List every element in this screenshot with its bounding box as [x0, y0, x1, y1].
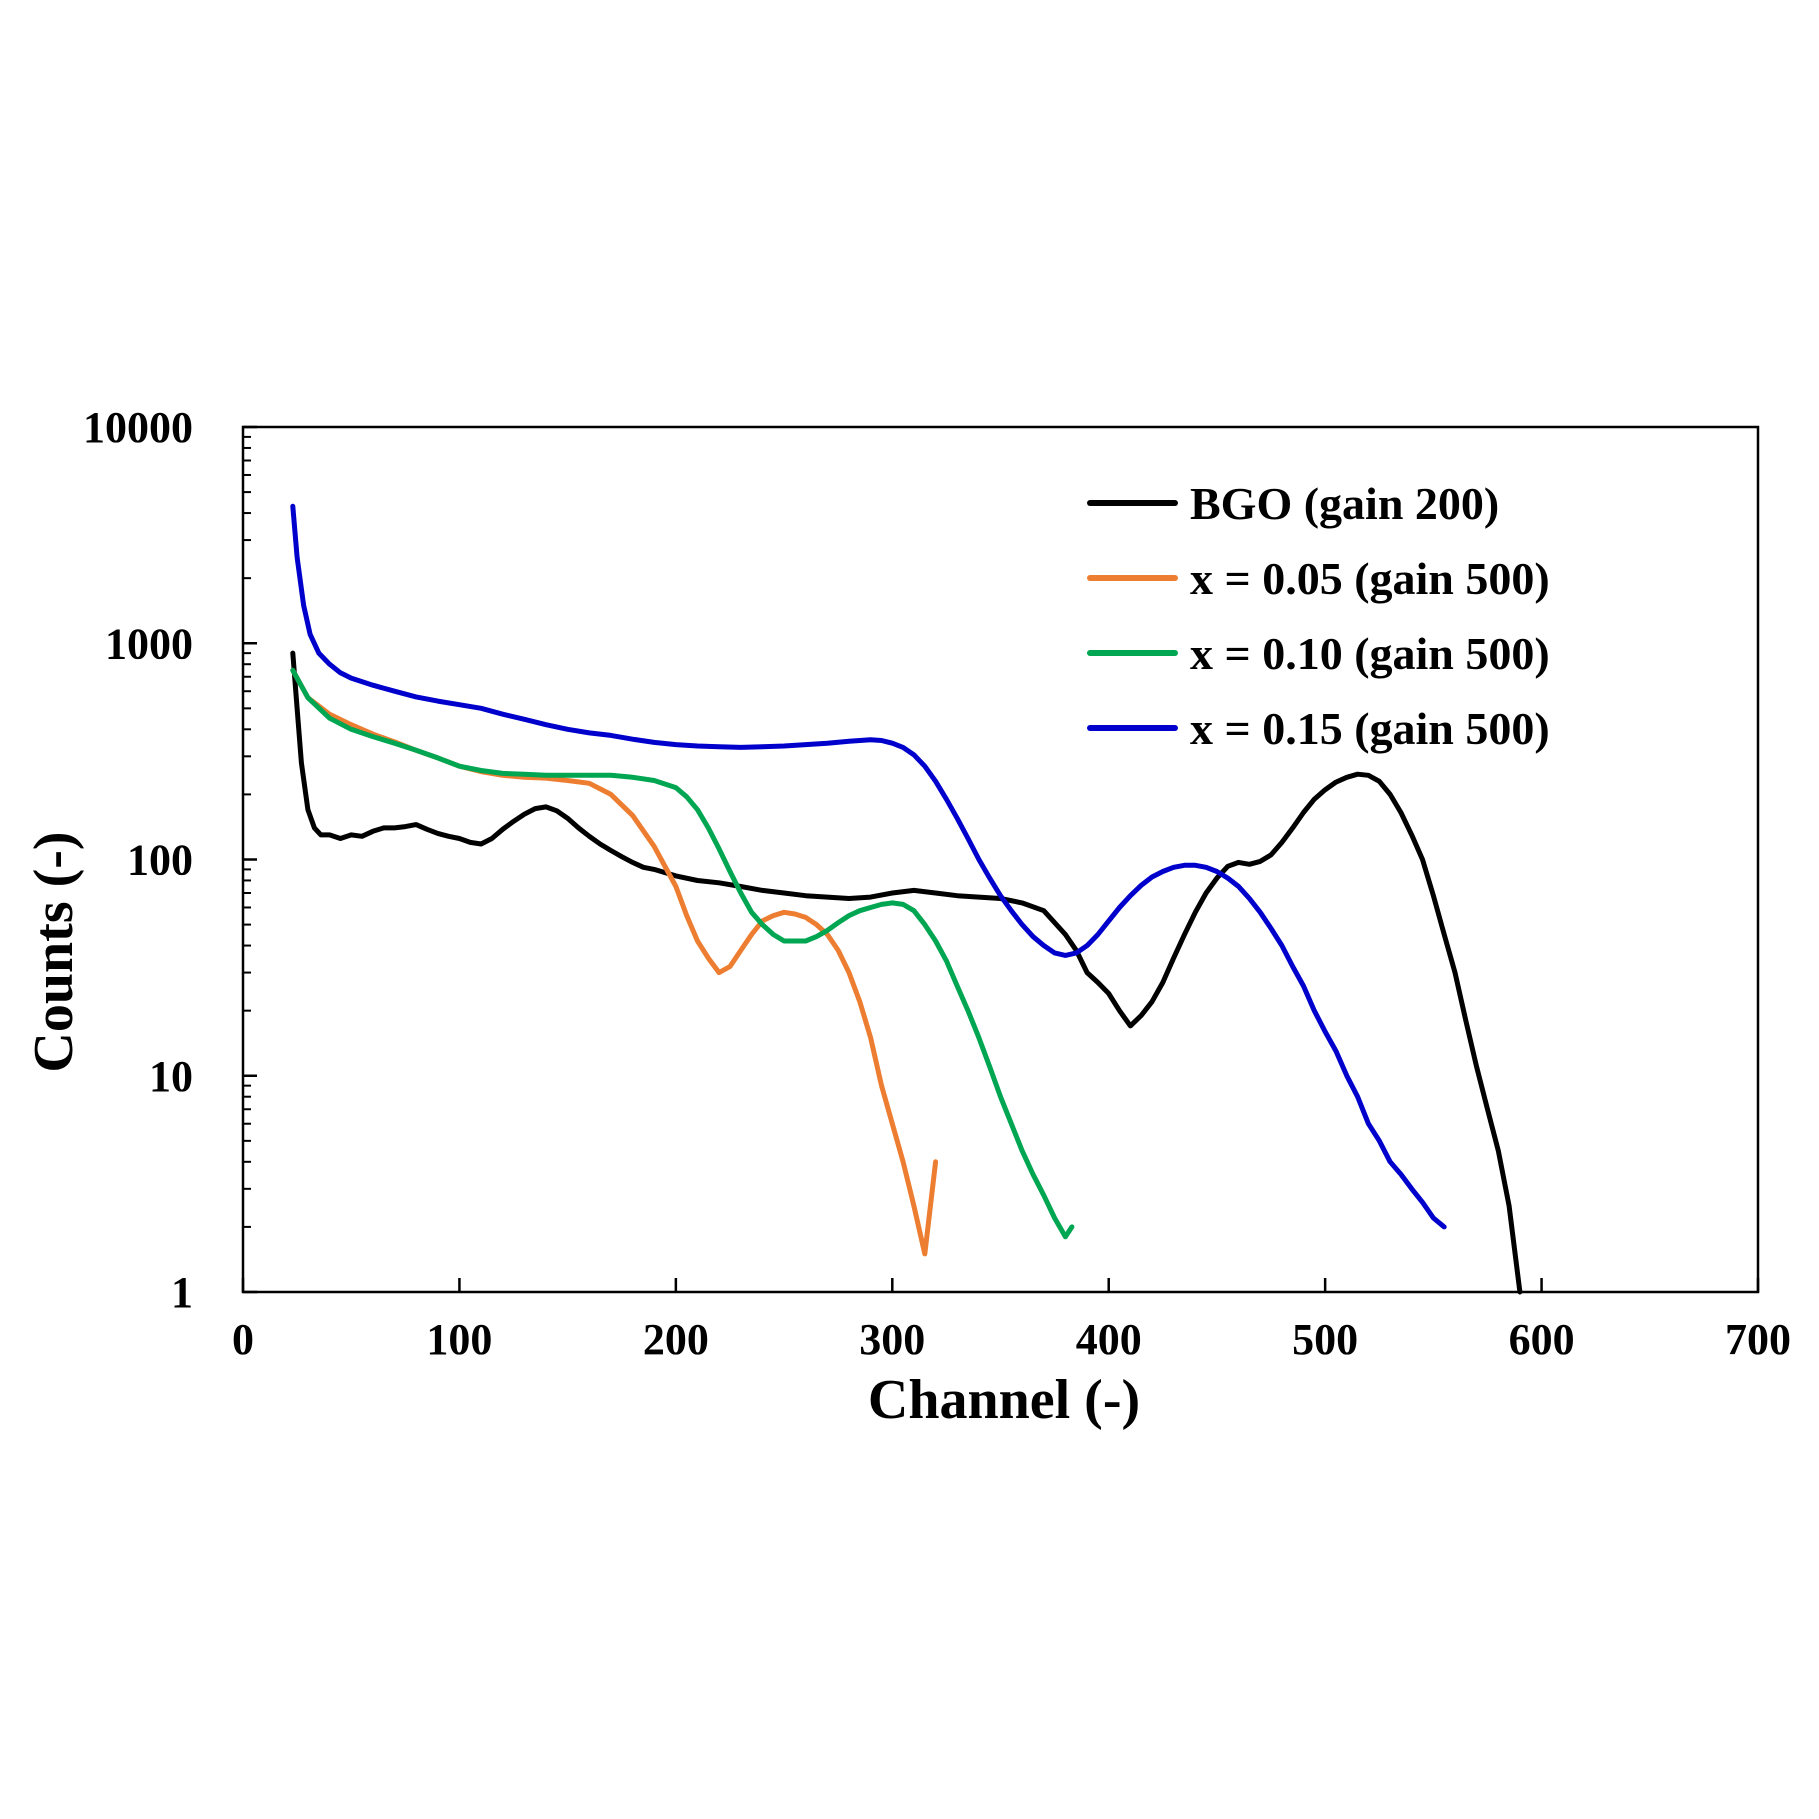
series-line-3 [290, 667, 1075, 1240]
plot-area [290, 503, 1523, 1295]
series-line-4 [290, 503, 1447, 1230]
x-axis-title: Channel (-) [868, 1369, 1140, 1431]
y-tick-label: 10 [149, 1052, 193, 1101]
y-tick-label: 10000 [83, 403, 193, 452]
legend: BGO (gain 200) x = 0.05 (gain 500) x = 0.1… [1087, 478, 1550, 754]
legend-label-2: x = 0.05 (gain 500) [1190, 553, 1550, 604]
x-tick-label: 400 [1076, 1315, 1142, 1364]
x-tick-label: 0 [232, 1315, 254, 1364]
legend-label-4: x = 0.15 (gain 500) [1190, 703, 1550, 754]
x-tick-label: 500 [1292, 1315, 1358, 1364]
y-tick-label: 1000 [105, 619, 193, 668]
x-tick-label: 300 [859, 1315, 925, 1364]
legend-label-3: x = 0.10 (gain 500) [1190, 628, 1550, 679]
y-tick-label: 100 [127, 836, 193, 885]
legend-label-1: BGO (gain 200) [1190, 478, 1499, 529]
y-axis-title: Counts (-) [23, 831, 85, 1072]
axes: 0 100 200 300 400 500 600 700 1 10 100 1000 10000 [83, 403, 1791, 1364]
series-line-1 [290, 650, 1523, 1295]
x-tick-label: 100 [426, 1315, 492, 1364]
y-tick-label: 1 [171, 1268, 193, 1317]
x-tick-label: 700 [1725, 1315, 1791, 1364]
x-tick-label: 200 [643, 1315, 709, 1364]
x-tick-label: 600 [1509, 1315, 1575, 1364]
